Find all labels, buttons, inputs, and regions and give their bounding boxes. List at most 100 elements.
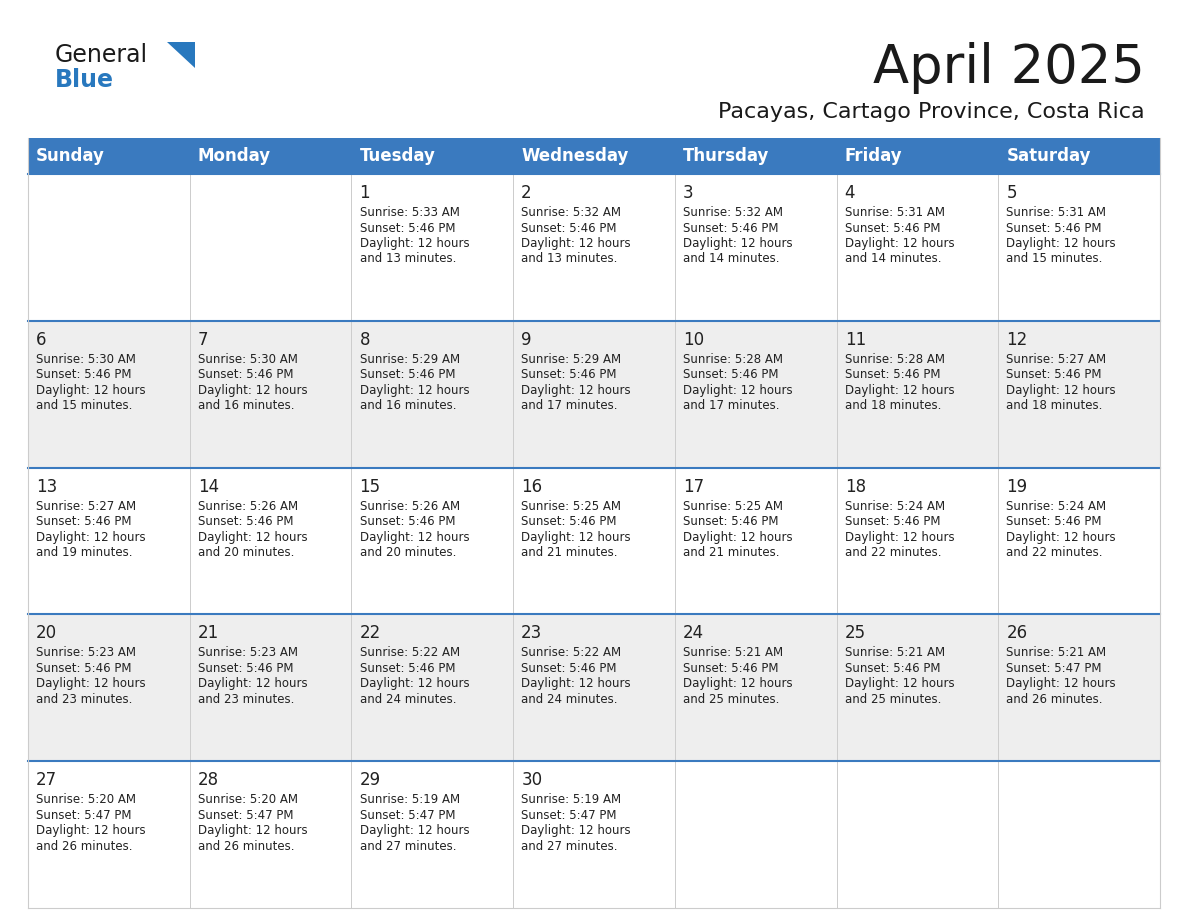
Text: Sunset: 5:46 PM: Sunset: 5:46 PM: [360, 368, 455, 381]
Text: Sunrise: 5:24 AM: Sunrise: 5:24 AM: [845, 499, 944, 512]
Text: Sunrise: 5:22 AM: Sunrise: 5:22 AM: [522, 646, 621, 659]
Text: Daylight: 12 hours: Daylight: 12 hours: [360, 677, 469, 690]
Text: Sunset: 5:47 PM: Sunset: 5:47 PM: [1006, 662, 1102, 675]
Text: and 27 minutes.: and 27 minutes.: [360, 840, 456, 853]
Text: Sunset: 5:46 PM: Sunset: 5:46 PM: [1006, 221, 1102, 234]
Text: Sunrise: 5:29 AM: Sunrise: 5:29 AM: [360, 353, 460, 365]
Text: Tuesday: Tuesday: [360, 147, 435, 165]
Text: April 2025: April 2025: [873, 42, 1145, 94]
Polygon shape: [168, 42, 195, 68]
Text: Daylight: 12 hours: Daylight: 12 hours: [522, 237, 631, 250]
Text: Sunset: 5:46 PM: Sunset: 5:46 PM: [683, 368, 778, 381]
Bar: [29, 614, 1159, 761]
Text: Daylight: 12 hours: Daylight: 12 hours: [845, 677, 954, 690]
Text: Daylight: 12 hours: Daylight: 12 hours: [1006, 531, 1116, 543]
Text: Sunrise: 5:22 AM: Sunrise: 5:22 AM: [360, 646, 460, 659]
Text: Sunset: 5:46 PM: Sunset: 5:46 PM: [360, 221, 455, 234]
Text: 19: 19: [1006, 477, 1028, 496]
Text: Wednesday: Wednesday: [522, 147, 628, 165]
Text: Sunset: 5:46 PM: Sunset: 5:46 PM: [360, 662, 455, 675]
Text: Daylight: 12 hours: Daylight: 12 hours: [360, 237, 469, 250]
Text: Sunrise: 5:26 AM: Sunrise: 5:26 AM: [197, 499, 298, 512]
Text: and 22 minutes.: and 22 minutes.: [1006, 546, 1102, 559]
Text: and 13 minutes.: and 13 minutes.: [360, 252, 456, 265]
Text: Sunset: 5:46 PM: Sunset: 5:46 PM: [683, 221, 778, 234]
Text: and 23 minutes.: and 23 minutes.: [36, 693, 132, 706]
Text: Daylight: 12 hours: Daylight: 12 hours: [197, 824, 308, 837]
Text: and 26 minutes.: and 26 minutes.: [197, 840, 295, 853]
Text: Sunset: 5:46 PM: Sunset: 5:46 PM: [36, 368, 132, 381]
Text: and 14 minutes.: and 14 minutes.: [845, 252, 941, 265]
Text: Monday: Monday: [197, 147, 271, 165]
Text: Sunrise: 5:32 AM: Sunrise: 5:32 AM: [522, 206, 621, 219]
Text: Daylight: 12 hours: Daylight: 12 hours: [36, 531, 146, 543]
Text: Sunrise: 5:31 AM: Sunrise: 5:31 AM: [1006, 206, 1106, 219]
Text: and 25 minutes.: and 25 minutes.: [683, 693, 779, 706]
Text: and 21 minutes.: and 21 minutes.: [683, 546, 779, 559]
Text: Daylight: 12 hours: Daylight: 12 hours: [522, 677, 631, 690]
Text: and 24 minutes.: and 24 minutes.: [360, 693, 456, 706]
Text: Sunrise: 5:20 AM: Sunrise: 5:20 AM: [197, 793, 298, 806]
Text: Sunday: Sunday: [36, 147, 105, 165]
Text: Sunset: 5:46 PM: Sunset: 5:46 PM: [522, 368, 617, 381]
Text: Sunset: 5:46 PM: Sunset: 5:46 PM: [522, 221, 617, 234]
Text: Sunrise: 5:24 AM: Sunrise: 5:24 AM: [1006, 499, 1106, 512]
Text: Sunrise: 5:19 AM: Sunrise: 5:19 AM: [360, 793, 460, 806]
Text: 12: 12: [1006, 330, 1028, 349]
Text: and 20 minutes.: and 20 minutes.: [360, 546, 456, 559]
Text: Sunrise: 5:28 AM: Sunrise: 5:28 AM: [683, 353, 783, 365]
Text: Daylight: 12 hours: Daylight: 12 hours: [522, 384, 631, 397]
Text: 29: 29: [360, 771, 380, 789]
Text: 18: 18: [845, 477, 866, 496]
Text: Blue: Blue: [55, 68, 114, 92]
Text: Sunset: 5:46 PM: Sunset: 5:46 PM: [845, 368, 940, 381]
Text: Sunset: 5:46 PM: Sunset: 5:46 PM: [1006, 515, 1102, 528]
Text: Daylight: 12 hours: Daylight: 12 hours: [197, 531, 308, 543]
Text: 11: 11: [845, 330, 866, 349]
Text: and 16 minutes.: and 16 minutes.: [360, 399, 456, 412]
Text: 6: 6: [36, 330, 46, 349]
Text: 16: 16: [522, 477, 543, 496]
Text: Sunset: 5:46 PM: Sunset: 5:46 PM: [197, 368, 293, 381]
Text: Daylight: 12 hours: Daylight: 12 hours: [522, 531, 631, 543]
Text: and 26 minutes.: and 26 minutes.: [1006, 693, 1102, 706]
Text: Daylight: 12 hours: Daylight: 12 hours: [36, 384, 146, 397]
Text: 15: 15: [360, 477, 380, 496]
Text: Sunset: 5:46 PM: Sunset: 5:46 PM: [845, 662, 940, 675]
Text: Daylight: 12 hours: Daylight: 12 hours: [522, 824, 631, 837]
Text: Daylight: 12 hours: Daylight: 12 hours: [683, 531, 792, 543]
Text: 24: 24: [683, 624, 704, 643]
Bar: [29, 138, 1159, 174]
Bar: [29, 320, 1159, 467]
Text: General: General: [55, 43, 148, 67]
Text: and 14 minutes.: and 14 minutes.: [683, 252, 779, 265]
Text: 26: 26: [1006, 624, 1028, 643]
Text: Daylight: 12 hours: Daylight: 12 hours: [683, 384, 792, 397]
Text: 23: 23: [522, 624, 543, 643]
Text: and 27 minutes.: and 27 minutes.: [522, 840, 618, 853]
Text: and 18 minutes.: and 18 minutes.: [845, 399, 941, 412]
Text: and 16 minutes.: and 16 minutes.: [197, 399, 295, 412]
Text: Sunrise: 5:28 AM: Sunrise: 5:28 AM: [845, 353, 944, 365]
Text: 25: 25: [845, 624, 866, 643]
Text: Sunrise: 5:29 AM: Sunrise: 5:29 AM: [522, 353, 621, 365]
Text: Daylight: 12 hours: Daylight: 12 hours: [360, 531, 469, 543]
Text: Daylight: 12 hours: Daylight: 12 hours: [683, 237, 792, 250]
Text: Sunrise: 5:33 AM: Sunrise: 5:33 AM: [360, 206, 460, 219]
Text: 22: 22: [360, 624, 381, 643]
Text: Daylight: 12 hours: Daylight: 12 hours: [360, 384, 469, 397]
Text: Sunset: 5:46 PM: Sunset: 5:46 PM: [522, 515, 617, 528]
Text: Sunset: 5:47 PM: Sunset: 5:47 PM: [360, 809, 455, 822]
Text: 4: 4: [845, 184, 855, 202]
Text: and 24 minutes.: and 24 minutes.: [522, 693, 618, 706]
Text: 2: 2: [522, 184, 532, 202]
Text: Sunrise: 5:19 AM: Sunrise: 5:19 AM: [522, 793, 621, 806]
Text: Sunrise: 5:21 AM: Sunrise: 5:21 AM: [1006, 646, 1106, 659]
Text: Sunset: 5:46 PM: Sunset: 5:46 PM: [683, 515, 778, 528]
Text: Sunrise: 5:23 AM: Sunrise: 5:23 AM: [197, 646, 298, 659]
Text: 1: 1: [360, 184, 371, 202]
Text: Sunset: 5:46 PM: Sunset: 5:46 PM: [522, 662, 617, 675]
Text: 5: 5: [1006, 184, 1017, 202]
Text: Daylight: 12 hours: Daylight: 12 hours: [36, 824, 146, 837]
Text: Daylight: 12 hours: Daylight: 12 hours: [197, 677, 308, 690]
